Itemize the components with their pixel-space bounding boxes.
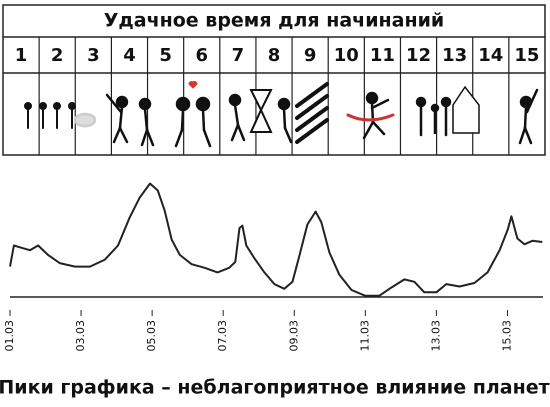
column-number: 10: [334, 45, 359, 66]
column-number: 1: [15, 45, 28, 66]
x-tick-label: 05.03: [145, 320, 158, 352]
icons: [24, 81, 539, 148]
column-number: 4: [123, 45, 136, 66]
column-number: 13: [442, 45, 467, 66]
column-number: 7: [232, 45, 245, 66]
x-tick-label: 11.03: [358, 320, 371, 352]
column-number: 9: [304, 45, 317, 66]
x-tick-label: 13.03: [429, 320, 442, 352]
table-frame: [2, 4, 546, 156]
x-tick-label: 09.03: [287, 320, 300, 352]
columns: 1 2 3 4 5 6 7 8 9 10 11 12 13 14 15: [15, 37, 539, 155]
column-number: 5: [159, 45, 172, 66]
column-number: 15: [514, 45, 539, 66]
column-number: 6: [195, 45, 208, 66]
column-number: 2: [51, 45, 64, 66]
plot: 01.03 03.03 05.03 07.03 09.03 11.03 13.03 15.03: [3, 182, 543, 352]
column-number: 12: [406, 45, 431, 66]
column-number: 11: [370, 45, 395, 66]
x-tick-label: 07.03: [216, 320, 229, 352]
column-number: 3: [87, 45, 100, 66]
column-number: 8: [268, 45, 281, 66]
chart-caption: Пики графика – неблагоприятное влияние п…: [0, 377, 550, 399]
x-tick-label: 03.03: [74, 320, 87, 352]
line-series: [9, 182, 543, 297]
column-number: 14: [478, 45, 503, 66]
table-title: Удачное время для начинаний: [104, 10, 444, 32]
x-tick-label: 01.03: [3, 320, 16, 352]
x-tick-label: 15.03: [500, 320, 513, 352]
